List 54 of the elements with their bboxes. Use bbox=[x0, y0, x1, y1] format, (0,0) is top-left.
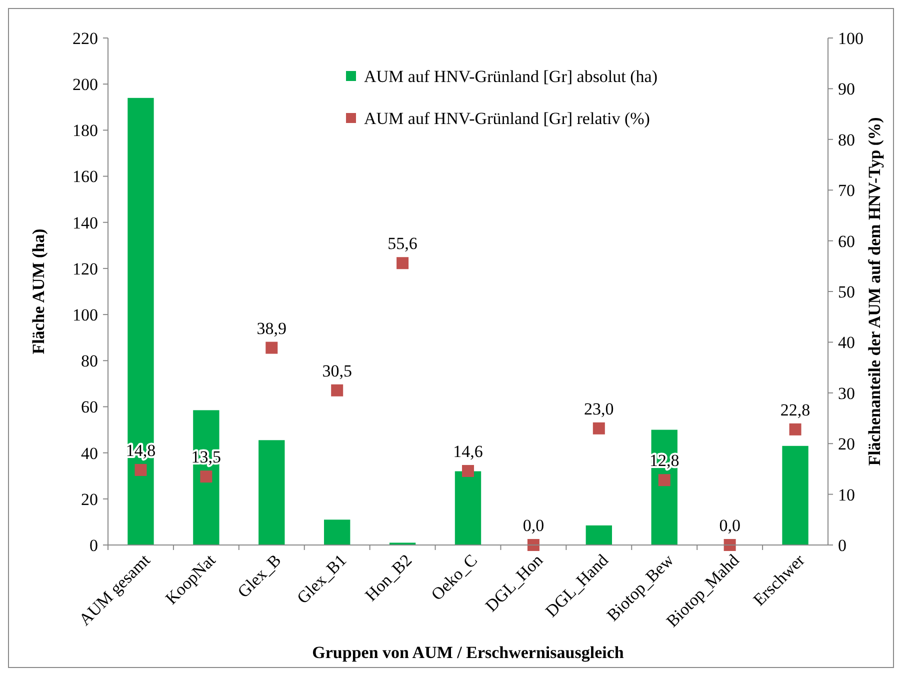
point bbox=[200, 470, 212, 483]
legend-label: AUM auf HNV-Grünland [Gr] relativ (%) bbox=[364, 108, 650, 128]
point bbox=[724, 539, 736, 551]
y-axis-title: Fläche AUM (ha) bbox=[29, 228, 48, 354]
point bbox=[396, 257, 409, 270]
y-tick-label: 60 bbox=[81, 398, 98, 417]
y2-tick-label: 40 bbox=[838, 333, 855, 352]
data-label: 14,6 bbox=[453, 442, 483, 461]
y2-axis-title: Flächenanteile der AUM auf dem HNV-Typ (%) bbox=[865, 117, 884, 466]
y-tick-label: 80 bbox=[81, 352, 98, 371]
bar bbox=[128, 98, 154, 545]
data-label: 23,0 bbox=[584, 399, 614, 418]
data-label: 22,8 bbox=[780, 400, 810, 420]
y2-tick-label: 100 bbox=[838, 28, 864, 48]
y-tick-label: 180 bbox=[72, 121, 98, 140]
bar bbox=[454, 471, 482, 545]
point bbox=[331, 384, 344, 396]
point bbox=[266, 342, 278, 354]
point bbox=[592, 422, 605, 434]
point bbox=[134, 464, 147, 476]
bar bbox=[782, 446, 808, 545]
data-label: 30,5 bbox=[322, 361, 352, 380]
data-label: 38,9 bbox=[256, 318, 287, 338]
y-tick-label: 160 bbox=[72, 167, 98, 186]
y2-tick-label: 10 bbox=[838, 485, 855, 504]
data-label: 0,0 bbox=[522, 516, 544, 535]
y2-tick-label: 60 bbox=[838, 232, 855, 251]
y-tick-label: 40 bbox=[81, 444, 98, 463]
y2-tick-label: 30 bbox=[838, 384, 855, 403]
y2-tick-label: 90 bbox=[838, 80, 855, 99]
point bbox=[658, 474, 670, 486]
y-tick-label: 100 bbox=[72, 305, 98, 324]
bar bbox=[586, 525, 612, 545]
y2-tick-label: 70 bbox=[838, 181, 855, 200]
y-tick-label: 140 bbox=[72, 213, 98, 232]
point bbox=[527, 539, 540, 551]
y2-tick-label: 50 bbox=[838, 282, 855, 302]
point bbox=[462, 464, 474, 477]
y2-tick-label: 0 bbox=[838, 536, 846, 555]
y-tick-label: 120 bbox=[72, 259, 98, 278]
y-tick-label: 220 bbox=[72, 28, 98, 48]
bar bbox=[193, 410, 220, 545]
y-tick-label: 0 bbox=[90, 536, 98, 555]
data-label: 55,6 bbox=[388, 234, 418, 254]
y-tick-label: 200 bbox=[72, 75, 98, 94]
bar bbox=[324, 520, 350, 545]
y-tick-label: 20 bbox=[81, 490, 98, 509]
point bbox=[789, 423, 802, 436]
y2-tick-label: 20 bbox=[838, 434, 855, 454]
x-axis-title: Gruppen von AUM / Erschwernisausgleich bbox=[312, 643, 624, 662]
data-label: 0,0 bbox=[719, 516, 740, 535]
legend-label: AUM auf HNV-Grünland [Gr] absolut (ha) bbox=[364, 66, 658, 86]
bar bbox=[258, 440, 285, 545]
y2-tick-label: 80 bbox=[838, 130, 855, 150]
